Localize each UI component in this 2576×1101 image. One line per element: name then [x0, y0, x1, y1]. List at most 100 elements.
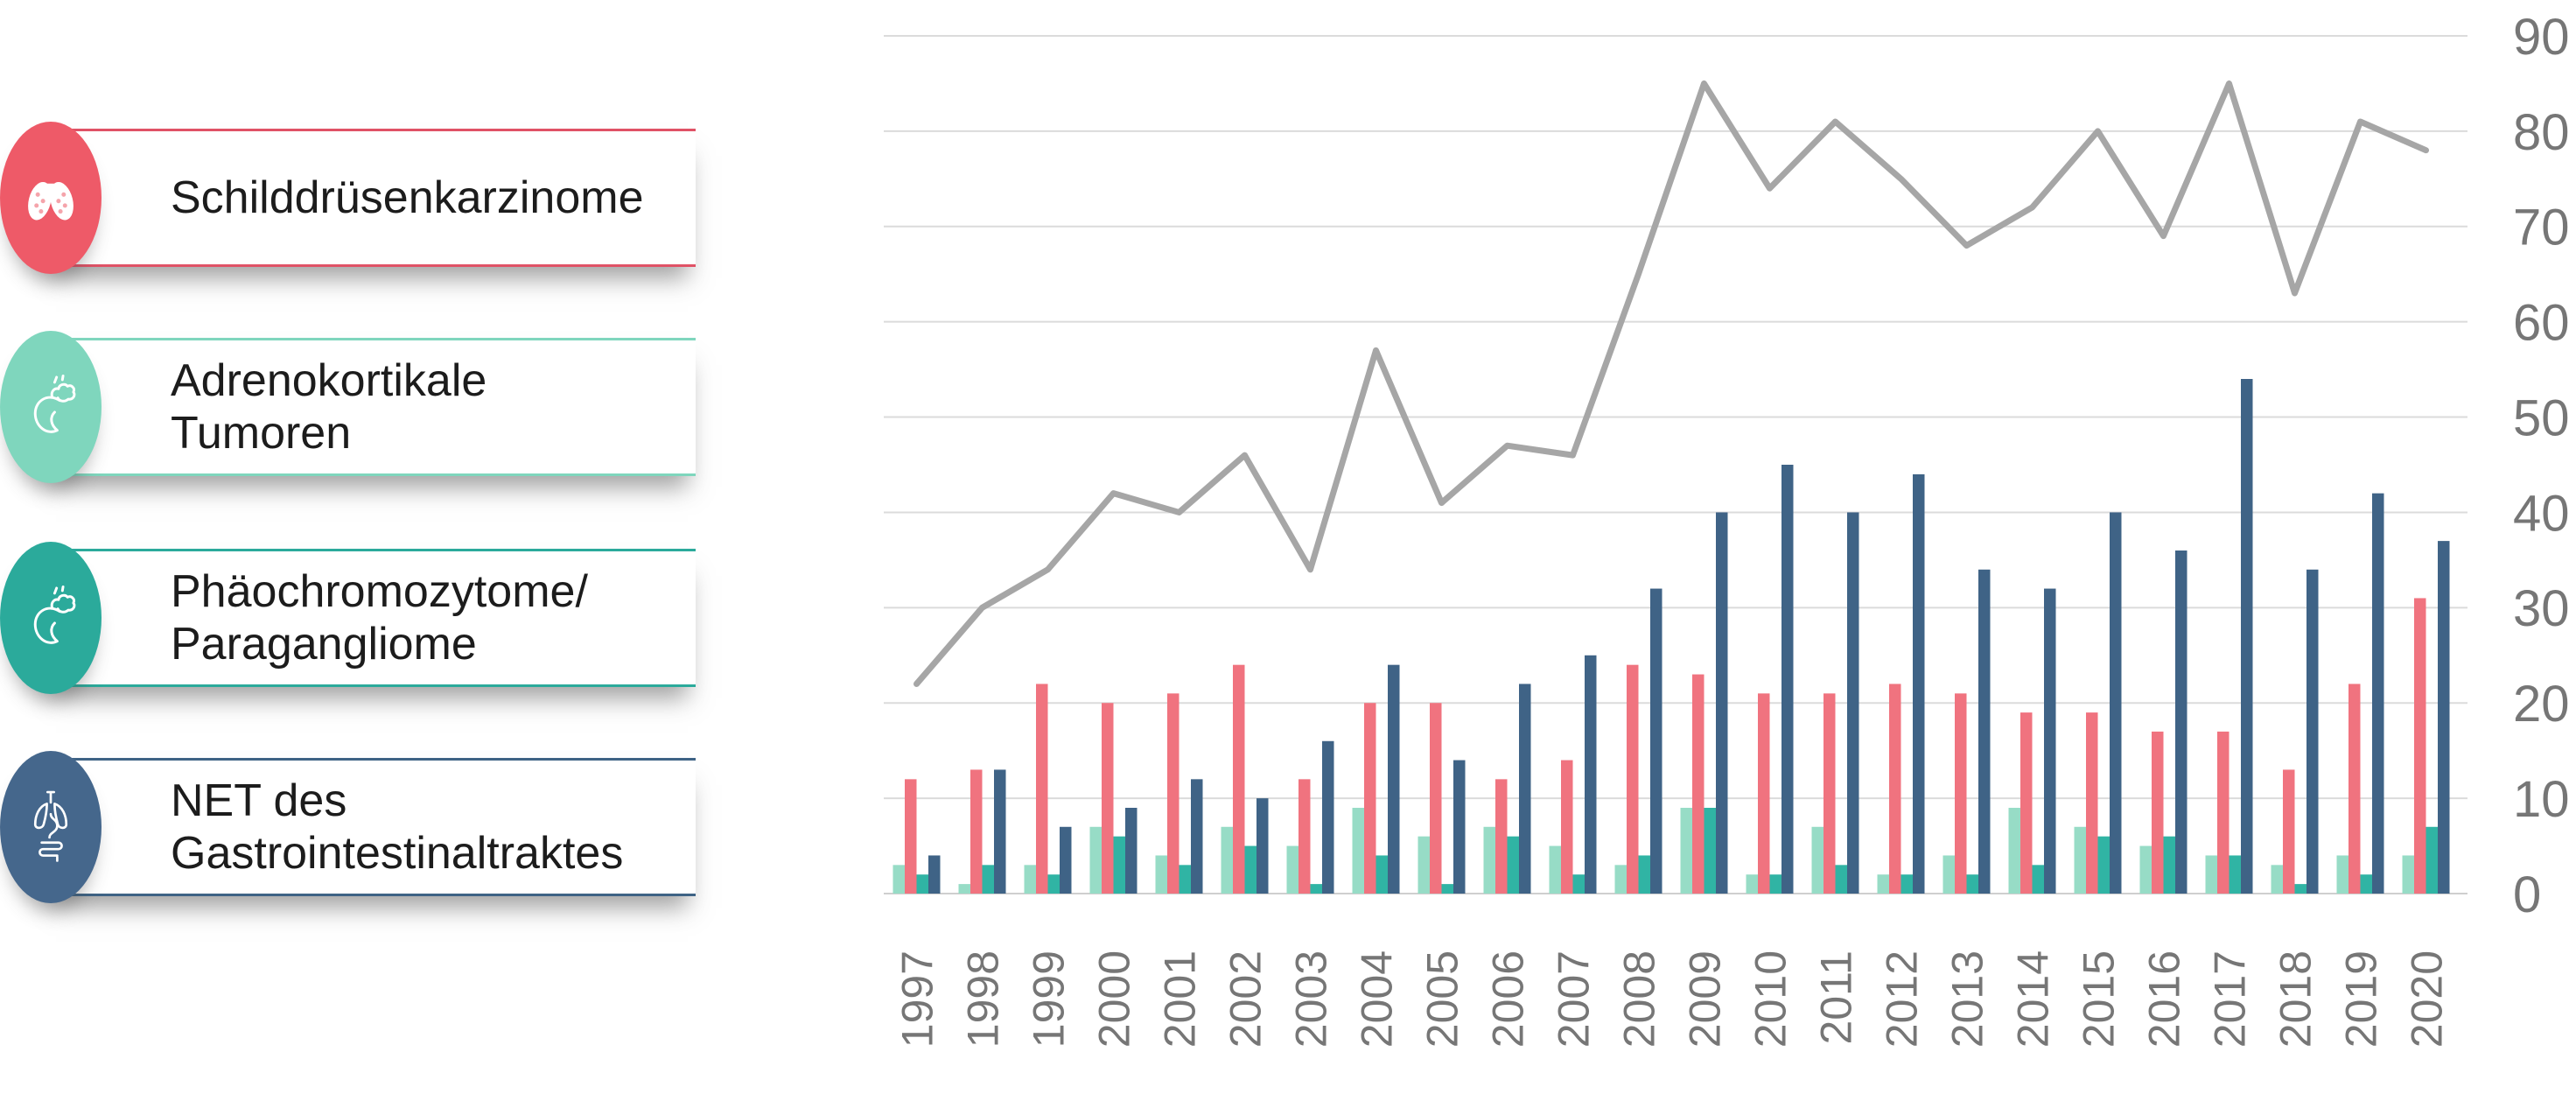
bar [1191, 779, 1203, 894]
x-tick-label: 2010 [1746, 950, 1796, 1048]
bar [2097, 836, 2110, 894]
x-tick-label: 2003 [1287, 950, 1336, 1048]
x-tick-label: 2006 [1484, 950, 1533, 1048]
trend-line [914, 80, 2429, 687]
y-tick-label: 70 [2513, 200, 2570, 256]
y-tick-label: 90 [2513, 9, 2570, 66]
bar [1256, 798, 1269, 894]
bar [1889, 684, 1901, 894]
gridlines [884, 35, 2468, 894]
bar [1364, 703, 1376, 894]
legend-item-adrenokortikale-tumoren: Adrenokortikale Tumoren [0, 331, 718, 483]
bar [1113, 836, 1125, 894]
legend-label: Adrenokortikale Tumoren [171, 355, 487, 459]
bar [2402, 855, 2414, 894]
bar [892, 865, 905, 894]
legend-label: Schilddrüsenkarzinome [171, 172, 644, 223]
bar [1047, 874, 1060, 894]
bar [1244, 845, 1256, 894]
adrenal-gland-icon [0, 542, 102, 694]
bar-groups [892, 379, 2450, 894]
bar [905, 779, 917, 894]
x-tick-label: 2019 [2337, 950, 2386, 1048]
bar [1286, 845, 1298, 894]
bar [2372, 493, 2384, 894]
bar [2306, 569, 2319, 894]
bar [2360, 874, 2372, 894]
bar [1376, 855, 1388, 894]
y-tick-label: 20 [2513, 676, 2570, 733]
bar [2044, 588, 2056, 894]
bar [1036, 684, 1048, 894]
bar [1650, 588, 1662, 894]
bar [2008, 808, 2020, 894]
bar [1913, 473, 1925, 894]
bar [1627, 664, 1639, 894]
y-axis-labels: 0 10 20 30 40 50 60 70 80 90 [2513, 9, 2570, 923]
bar [2241, 379, 2253, 894]
x-tick-label: 2000 [1090, 950, 1139, 1048]
x-tick-label: 2009 [1681, 950, 1730, 1048]
bar [1483, 826, 1495, 894]
bar [1638, 855, 1650, 894]
x-tick-label: 2015 [2075, 950, 2124, 1048]
bar [1614, 865, 1627, 894]
bar [916, 874, 928, 894]
bar [1680, 808, 1692, 894]
x-tick-label: 2004 [1353, 950, 1402, 1048]
legend-label-box: Schilddrüsenkarzinome [48, 129, 696, 267]
bar [1572, 874, 1585, 894]
bar [1704, 808, 1716, 894]
legend-label-box: Adrenokortikale Tumoren [48, 338, 696, 476]
bar [1549, 845, 1561, 894]
adrenal-gland-icon [0, 331, 102, 483]
legend-item-phaeochromozytome-paragangliome: Phäochromozytome/ Paragangliome [0, 542, 718, 694]
bar [1060, 826, 1072, 894]
bar [2086, 712, 2098, 894]
bar [994, 769, 1006, 894]
bar [2175, 550, 2188, 894]
bar [2139, 845, 2152, 894]
bar [1125, 808, 1138, 894]
x-tick-label: 2002 [1222, 950, 1270, 1048]
bar [982, 865, 994, 894]
bar [1179, 865, 1191, 894]
bar [2229, 855, 2241, 894]
bar [1835, 865, 1847, 894]
bar [1716, 512, 1728, 894]
bar [958, 884, 970, 894]
bar [1955, 693, 1967, 894]
bar [2294, 884, 2306, 894]
bar [2163, 836, 2175, 894]
bar [1322, 740, 1334, 894]
y-tick-label: 10 [2513, 771, 2570, 828]
bar [1233, 664, 1245, 894]
legend-label: NET des Gastrointestinaltraktes [171, 775, 624, 879]
legend: Schilddrüsenkarzinome [0, 0, 788, 1101]
x-tick-label: 1997 [893, 950, 942, 1048]
bar [1430, 703, 1442, 894]
bar [2348, 684, 2361, 894]
bar [2110, 512, 2122, 894]
x-tick-label: 2007 [1550, 950, 1599, 1048]
x-tick-label: 2005 [1418, 950, 1467, 1048]
bar [1561, 760, 1573, 894]
bar [1221, 826, 1233, 894]
y-tick-label: 50 [2513, 389, 2570, 446]
bar [1782, 465, 1794, 894]
legend-label: Phäochromozytome/ Paragangliome [171, 566, 588, 670]
bar [1418, 836, 1430, 894]
bar [2205, 855, 2217, 894]
bar [1942, 855, 1955, 894]
bar [2283, 769, 2295, 894]
bar [1847, 512, 1859, 894]
bar [2271, 865, 2283, 894]
bar [928, 855, 941, 894]
lungs-gi-tract-icon [0, 751, 102, 903]
x-tick-label: 2013 [1943, 950, 1992, 1048]
bar [2336, 855, 2348, 894]
bar [1824, 693, 1836, 894]
x-tick-label: 2001 [1156, 950, 1205, 1048]
